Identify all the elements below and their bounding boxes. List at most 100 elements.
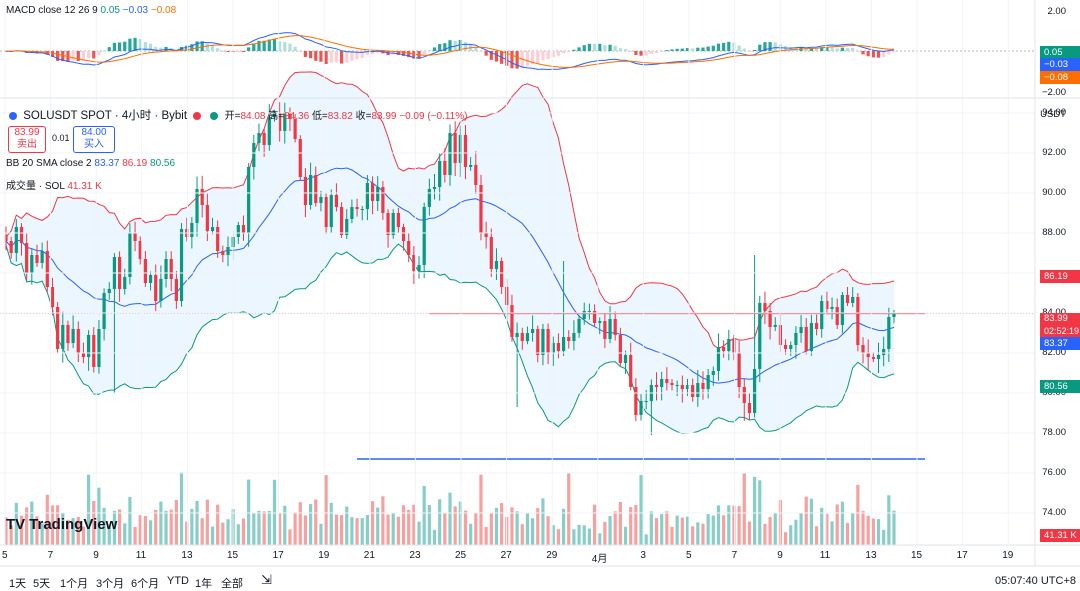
candle [14, 227, 18, 253]
macd-histogram-bar [644, 51, 648, 56]
macd-histogram-bar [783, 46, 788, 51]
volume-bar [845, 522, 850, 545]
time-tick-label: 29 [546, 550, 558, 561]
low-value: 83.82 [327, 111, 353, 122]
macd-histogram-bar [577, 47, 581, 51]
candle [148, 275, 153, 283]
macd-histogram-bar [303, 51, 308, 57]
macd-histogram-bar [758, 44, 762, 51]
candle [587, 311, 591, 312]
macd-histogram-bar [520, 51, 524, 69]
macd-histogram-bar [587, 43, 591, 51]
macd-histogram-bar [247, 47, 251, 51]
volume-bar [257, 510, 261, 545]
volume-bar [458, 501, 462, 545]
currency-label[interactable]: USDT [1040, 109, 1066, 120]
macd-histogram-bar [789, 47, 793, 51]
utc-clock[interactable]: 05:07:40 UTC+8 [994, 575, 1076, 587]
timeframe-button[interactable]: 1个月 [60, 578, 89, 590]
macd-histogram-bar [696, 47, 700, 51]
macd-histogram-bar [458, 39, 462, 51]
volume-bar [706, 514, 710, 545]
sell-button[interactable]: 83.99 卖出 [8, 126, 46, 153]
timeframe-button[interactable]: 1天 [9, 578, 27, 590]
timeframe-button[interactable]: YTD [167, 575, 189, 587]
candle [159, 279, 163, 301]
time-tick-label: 19 [1002, 550, 1014, 561]
volume-bar [696, 522, 700, 545]
macd-histogram-bar [298, 51, 302, 52]
macd-histogram-bar [195, 41, 199, 51]
volume-bar [520, 524, 524, 545]
tradingview-logo[interactable]: TV TradingView [6, 516, 117, 533]
candle [814, 323, 819, 329]
timeframe-button[interactable]: 全部 [221, 578, 243, 590]
timeframe-button[interactable]: 5天 [33, 578, 51, 590]
macd-histogram-bar [381, 51, 385, 54]
candle [283, 113, 287, 131]
volume-bar [133, 526, 137, 545]
macd-histogram-bar [422, 51, 426, 55]
candle [76, 329, 80, 353]
macd-histogram-bar [592, 43, 597, 51]
volume-bar [582, 525, 586, 545]
timeframe-button[interactable]: 6个月 [131, 578, 160, 590]
candle [345, 219, 349, 235]
volume-legend[interactable]: 成交量 · SOL 41.31 K [6, 177, 102, 192]
volume-bar [500, 503, 504, 545]
timeframe-button[interactable]: 3个月 [96, 578, 125, 590]
time-tick-label: 7 [47, 550, 54, 561]
candle [525, 333, 530, 341]
volume-bar [747, 521, 752, 545]
candle [520, 333, 524, 341]
macd-signal-value: −0.03 [122, 5, 149, 16]
macd-histogram-bar [830, 46, 834, 51]
volume-bar [247, 479, 251, 545]
volume-bar [727, 505, 731, 545]
candle [830, 307, 834, 309]
volume-bar [685, 516, 690, 545]
macd-histogram-bar [866, 51, 870, 57]
date-range-icon[interactable]: ⇲ [261, 572, 272, 587]
volume-bar [45, 494, 49, 545]
macd-histogram-bar [623, 49, 628, 51]
candle [747, 403, 752, 413]
volume-bar [19, 515, 24, 545]
candle [257, 133, 261, 143]
candle [582, 311, 586, 319]
volume-bar [143, 515, 147, 545]
macd-histogram-bar [474, 46, 478, 51]
buy-button[interactable]: 84.00 买入 [73, 126, 115, 153]
candle [30, 255, 34, 273]
candle [494, 261, 499, 269]
volume-bar [339, 515, 344, 545]
volume-bar [546, 516, 550, 545]
volume-bar [711, 515, 715, 545]
volume-bar [835, 504, 839, 545]
candle [56, 307, 60, 349]
price-tick-label: 82.00 [1042, 347, 1066, 358]
macd-histogram-bar [479, 51, 483, 53]
macd-histogram-bar [324, 51, 328, 65]
macd-histogram-bar [654, 51, 659, 53]
symbol-legend[interactable]: SOLUSDT SPOT · 4小时 · Bybit 开=84.08 高=84.… [6, 107, 467, 123]
macd-histogram-bar [820, 47, 824, 51]
macd-histogram-bar [525, 51, 530, 67]
candle [407, 241, 411, 255]
bb-legend[interactable]: BB 20 SMA close 2 83.37 86.19 80.56 [6, 158, 175, 169]
macd-legend[interactable]: MACD close 12 26 9 0.05 −0.03 −0.08 [6, 5, 176, 16]
macd-histogram-bar [711, 45, 715, 51]
volume-bar [722, 515, 726, 545]
volume-bar [608, 516, 612, 545]
macd-histogram-bar [396, 51, 400, 55]
volume-bar [572, 529, 576, 545]
candle [789, 345, 793, 349]
macd-histogram-bar [102, 50, 106, 52]
candle [592, 311, 597, 323]
timeframe-button[interactable]: 1年 [195, 578, 213, 590]
volume-bar [87, 474, 91, 545]
volume-label: 成交量 · SOL [6, 181, 65, 192]
candle [536, 329, 540, 355]
volume-bar [587, 528, 591, 545]
